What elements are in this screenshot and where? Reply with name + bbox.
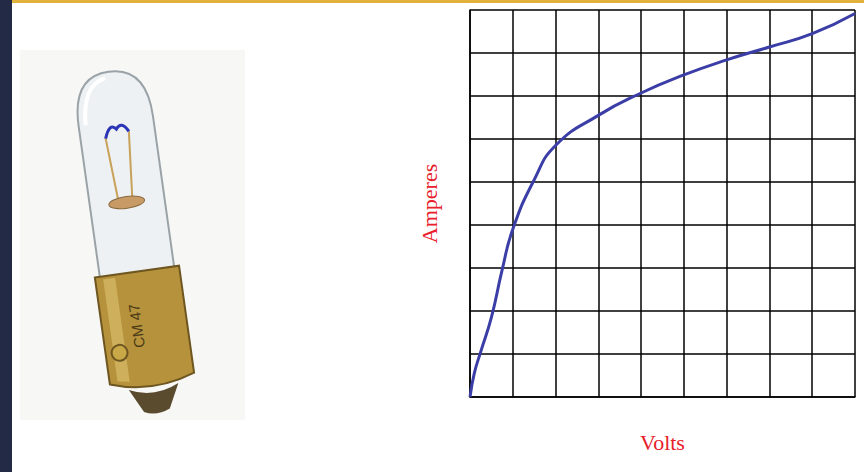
svg-text:Amperes: Amperes xyxy=(417,164,442,243)
svg-text:CM 47: CM 47 xyxy=(125,303,148,349)
svg-text:Volts: Volts xyxy=(640,430,685,455)
